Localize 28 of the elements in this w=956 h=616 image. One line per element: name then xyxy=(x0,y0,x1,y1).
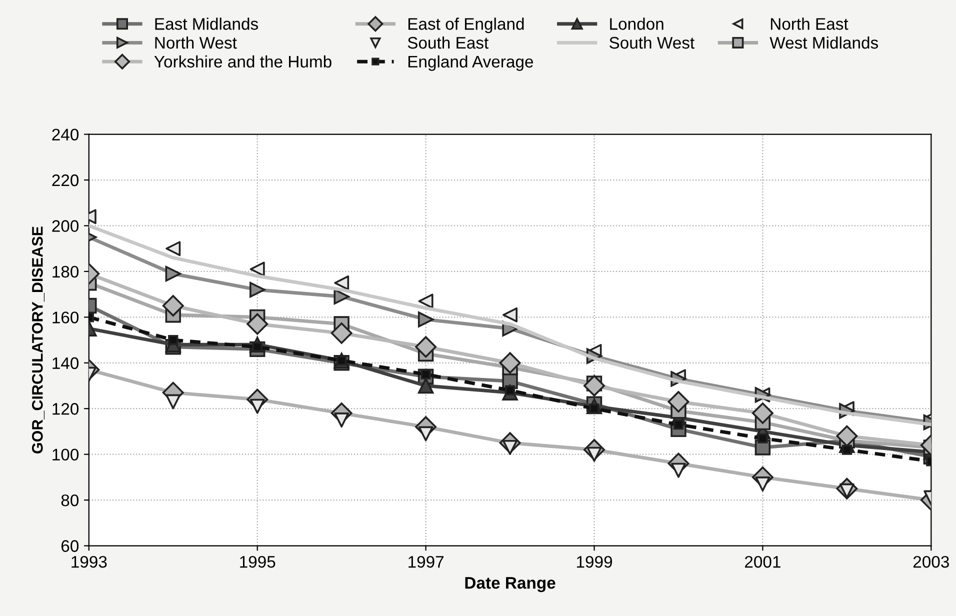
legend-label: East of England xyxy=(408,18,524,34)
legend-label: West Midlands xyxy=(770,36,878,49)
x-tick-label: 2001 xyxy=(745,556,780,568)
legend-label: England Average xyxy=(408,55,534,71)
y-tick-label: 240 xyxy=(52,128,79,140)
y-tick-label: 140 xyxy=(52,357,79,370)
y-tick-label: 60 xyxy=(61,540,79,552)
x-axis-title: Date Range xyxy=(465,577,556,592)
legend-label: East Midlands xyxy=(155,18,258,30)
legend-label: North East xyxy=(770,18,848,30)
legend-label: North West xyxy=(155,36,237,49)
legend-label: South West xyxy=(610,36,694,49)
y-tick-label: 220 xyxy=(52,174,79,186)
legend-label: London xyxy=(610,18,664,30)
x-tick-label: 1997 xyxy=(408,556,444,568)
y-tick-label: 100 xyxy=(52,448,79,461)
y-tick-label: 160 xyxy=(52,312,79,324)
legend-label: South East xyxy=(408,36,489,49)
y-axis-title: GOR_CIRCULATORY_DISEASE xyxy=(32,226,45,454)
x-tick-label: 1993 xyxy=(72,556,107,568)
x-tick-label: 1999 xyxy=(576,556,612,568)
y-tick-label: 120 xyxy=(52,403,79,415)
x-tick-label: 1995 xyxy=(240,556,276,568)
x-tick-label: 2003 xyxy=(913,556,949,568)
y-tick-label: 80 xyxy=(61,494,79,506)
y-tick-label: 180 xyxy=(52,266,79,278)
legend-label: Yorkshire and the Humb xyxy=(154,55,332,68)
y-tick-label: 200 xyxy=(52,220,79,232)
